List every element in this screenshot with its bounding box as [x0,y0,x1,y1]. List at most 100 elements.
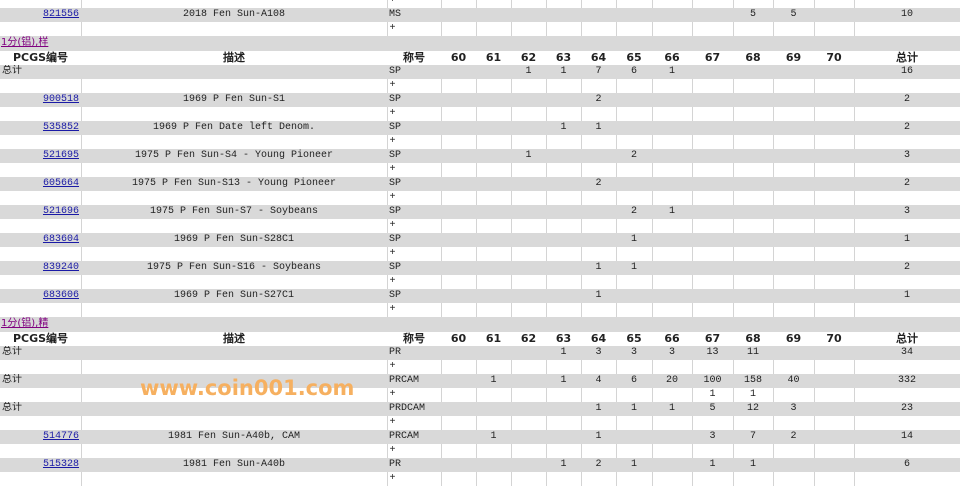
pcgs-number-link[interactable]: 821556 [42,9,79,20]
plus-row: + [0,135,960,149]
count-cell-62 [510,360,546,374]
section-link[interactable]: 1分(铝),精 [1,318,49,329]
table-row: 514776 1981 Fen Sun-A40b, CAM PRCAM 1 1 3 7 2 14 [0,430,960,444]
description-cell [80,275,387,289]
count-cell-65 [615,79,652,93]
count-cell-67 [691,472,733,486]
pcgs-number-link[interactable]: 535852 [42,122,79,133]
count-cell-65 [616,121,652,135]
count-cell-66 [651,388,692,402]
pcgs-number-link[interactable]: 900518 [42,94,79,105]
count-cell-65: 3 [616,346,652,360]
count-cell-66 [652,233,692,247]
pcgs-number-link[interactable]: 515328 [42,459,79,470]
table-row: 839240 1975 P Fen Sun-S16 - Soybeans SP 1 1 2 [0,261,960,275]
count-cell-68 [733,149,773,163]
count-cell-68 [733,121,773,135]
pcgs-number-link[interactable]: 514776 [42,431,79,442]
count-cell-67 [691,0,733,8]
grade-designation-cell: PRDCAM [387,402,441,416]
count-cell-64 [580,416,616,430]
pcgs-number-link[interactable]: 605664 [42,178,79,189]
count-cell-62 [510,191,546,205]
count-cell-68 [732,79,773,93]
total-cell [853,107,960,121]
pcgs-cell: 821556 [0,8,81,22]
total-cell [853,444,960,458]
grade-designation-cell: + [386,472,441,486]
count-cell-61 [476,346,511,360]
column-header: 61 [476,332,511,346]
column-header: 62 [511,332,546,346]
column-header: 66 [652,332,692,346]
count-cell-64 [581,149,616,163]
count-cell-68 [732,22,773,36]
count-cell-64: 2 [581,458,616,472]
section-row: 1分(铝),精 [0,317,960,332]
plus-row: + [0,107,960,121]
count-cell-61 [476,289,511,303]
description-cell [80,416,387,430]
count-cell-62 [510,247,546,261]
count-cell-64 [580,135,616,149]
count-cell-61 [476,205,511,219]
count-cell-64: 4 [581,374,616,388]
pcgs-number-link[interactable]: 683606 [42,290,79,301]
count-cell-66 [651,135,692,149]
count-cell-63 [545,444,581,458]
count-cell-67 [691,219,733,233]
pcgs-cell: 683604 [0,233,81,247]
count-cell-61 [475,0,511,8]
count-cell-66 [652,8,692,22]
pcgs-number-link[interactable]: 521695 [42,150,79,161]
count-cell-67 [691,163,733,177]
count-cell-65 [616,8,652,22]
section-cell: 1分(铝),样 [0,36,960,51]
count-cell-67: 1 [691,388,733,402]
count-cell-62 [510,0,546,8]
grade-designation-cell: + [386,247,441,261]
column-header: 称号 [387,51,441,65]
count-cell-64 [580,360,616,374]
count-cell-62 [511,430,546,444]
section-link[interactable]: 1分(铝),样 [1,37,49,48]
pcgs-number-link[interactable]: 521696 [42,206,79,217]
count-cell-70 [814,346,854,360]
pcgs-cell [0,163,81,177]
pcgs-number-link[interactable]: 683604 [42,234,79,245]
count-cell-61 [475,135,511,149]
count-cell-70 [813,219,854,233]
count-cell-67 [692,65,733,79]
total-cell: 16 [854,65,960,79]
pcgs-number-link[interactable]: 839240 [42,262,79,273]
count-cell-67 [692,121,733,135]
count-cell-62 [511,374,546,388]
count-cell-61 [476,121,511,135]
column-header: 66 [652,51,692,65]
column-header: 70 [814,332,854,346]
count-cell-66 [651,275,692,289]
grade-designation-cell: SP [387,65,441,79]
count-cell-70 [814,374,854,388]
count-cell-69 [773,289,814,303]
count-cell-60 [440,22,476,36]
count-cell-61 [476,261,511,275]
count-cell-64 [580,22,616,36]
count-cell-62 [511,261,546,275]
section-cell: 1分(铝),精 [0,317,960,332]
count-cell-63 [545,247,581,261]
count-cell-69 [772,163,814,177]
count-cell-70 [814,458,854,472]
count-cell-65 [615,191,652,205]
total-cell: 14 [854,430,960,444]
description-cell [80,303,387,317]
count-cell-66 [651,472,692,486]
count-cell-64 [580,303,616,317]
count-cell-62: 1 [511,65,546,79]
count-cell-70 [814,289,854,303]
count-cell-64: 1 [581,261,616,275]
plus-row: + [0,247,960,261]
pcgs-cell [0,22,81,36]
count-cell-66 [651,0,692,8]
